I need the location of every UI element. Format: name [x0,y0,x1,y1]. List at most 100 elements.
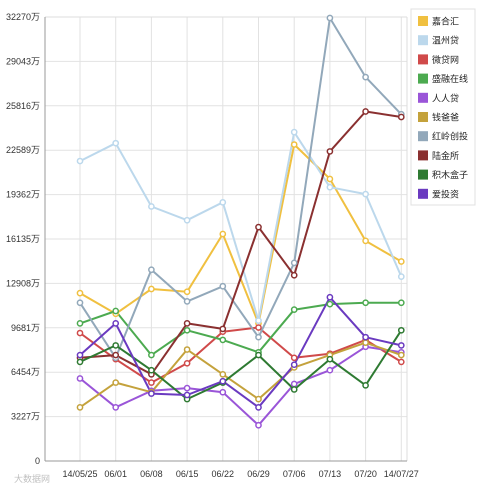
series-9-point[interactable] [255,403,262,411]
legend-label-3[interactable]: 盛融在线 [432,73,468,84]
legend-swatch-7[interactable] [418,150,428,161]
series-5-point[interactable] [255,395,262,403]
series-9-point[interactable] [397,342,405,349]
legend-label-9[interactable]: 爱投资 [432,188,459,199]
series-7-point[interactable] [326,148,334,155]
series-6-point[interactable] [148,266,155,274]
series-2-point[interactable] [183,359,191,367]
series-9-point[interactable] [219,377,227,385]
series-3-point[interactable] [290,306,298,314]
series-3-point[interactable] [112,307,120,315]
legend-swatch-6[interactable] [418,131,428,142]
legend-label-6[interactable]: 红岭创投 [432,131,468,142]
series-4-point[interactable] [112,403,120,411]
series-2-point[interactable] [397,358,405,366]
legend-label-4[interactable]: 人人贷 [432,92,459,103]
series-7-point[interactable] [255,223,262,231]
series-9-point[interactable] [76,351,84,359]
legend-label-2[interactable]: 微贷网 [432,54,459,65]
series-8-point[interactable] [326,355,334,363]
legend-label-5[interactable]: 钱爸爸 [432,112,459,123]
legend-label-1[interactable]: 温州贷 [432,35,459,46]
legend-label-0[interactable]: 嘉合汇 [432,16,459,27]
series-0-point[interactable] [362,237,369,245]
series-9-point[interactable] [112,320,120,327]
series-1-point[interactable] [148,203,155,210]
series-6-point[interactable] [76,299,84,307]
series-5-point[interactable] [362,339,369,347]
series-0-point[interactable] [76,289,84,297]
series-9-point[interactable] [362,333,369,341]
series-7-point[interactable] [397,113,405,121]
series-0-point[interactable] [326,175,334,183]
series-7-point[interactable] [219,325,227,333]
legend-swatch-9[interactable] [418,188,428,199]
series-5-point[interactable] [112,379,120,386]
series-4-point[interactable] [183,384,191,392]
legend-swatch-5[interactable] [418,112,428,122]
series-1-point[interactable] [76,157,84,165]
legend-swatch-0[interactable] [418,16,428,26]
series-7-point[interactable] [362,108,369,115]
series-6-point[interactable] [183,298,191,305]
legend-swatch-1[interactable] [418,35,428,46]
series-6-point[interactable] [362,73,369,81]
series-9-point[interactable] [326,293,334,301]
series-1-point[interactable] [255,317,262,325]
series-6-point[interactable] [290,259,298,267]
series-8-point[interactable] [255,351,262,359]
series-1-point[interactable] [326,183,334,191]
series-0-point[interactable] [183,288,191,296]
series-4-point[interactable] [290,380,298,388]
series-1-point[interactable] [219,198,227,206]
series-9-point[interactable] [183,391,191,399]
series-2-point[interactable] [76,329,84,337]
series-0-point[interactable] [148,285,155,293]
series-0-point[interactable] [397,258,405,265]
series-1-point[interactable] [362,190,369,198]
series-3-point[interactable] [76,320,84,327]
series-7-point[interactable] [183,320,191,327]
series-3-point[interactable] [326,300,334,308]
series-5-point[interactable] [397,351,405,359]
series-1-point[interactable] [183,216,191,224]
series-8-point[interactable] [290,386,298,393]
series-4-point[interactable] [255,421,262,429]
series-3-point[interactable] [362,299,369,307]
series-3-point[interactable] [397,299,405,307]
series-1-point[interactable] [112,139,120,147]
series-1-point[interactable] [397,273,405,280]
legend-swatch-3[interactable] [418,73,428,84]
series-9-point[interactable] [148,390,155,397]
series-6-point[interactable] [326,14,334,22]
series-5-point[interactable] [183,346,191,353]
series-9-point[interactable] [290,361,298,369]
series-8-point[interactable] [112,342,120,349]
series-0-point[interactable] [219,230,227,238]
series-6-point[interactable] [255,333,262,341]
series-6-point[interactable] [219,282,227,290]
series-1-point[interactable] [290,128,298,136]
series-8-point[interactable] [76,358,84,366]
series-7-point[interactable] [112,351,120,359]
series-5-point[interactable] [76,403,84,411]
series-8-point[interactable] [397,326,405,334]
series-3-point[interactable] [219,336,227,344]
legend-label-7[interactable]: 陆金所 [432,150,459,161]
legend-label-8[interactable]: 积木盒子 [432,169,468,180]
series-4-point[interactable] [326,366,334,374]
legend-swatch-4[interactable] [418,92,428,103]
series-4-point[interactable] [219,388,227,396]
series-4-point[interactable] [76,375,84,382]
series-7-point[interactable] [290,271,298,279]
legend-swatch-8[interactable] [418,169,428,180]
series-2-point[interactable] [148,379,155,386]
series-2-point[interactable] [290,354,298,362]
series-2-point[interactable] [255,324,262,331]
series-0-point[interactable] [290,141,298,148]
series-8-point[interactable] [148,366,155,374]
legend-swatch-2[interactable] [418,54,428,65]
series-5-point[interactable] [219,370,227,378]
series-3-point[interactable] [148,351,155,359]
series-3-point[interactable] [183,326,191,334]
